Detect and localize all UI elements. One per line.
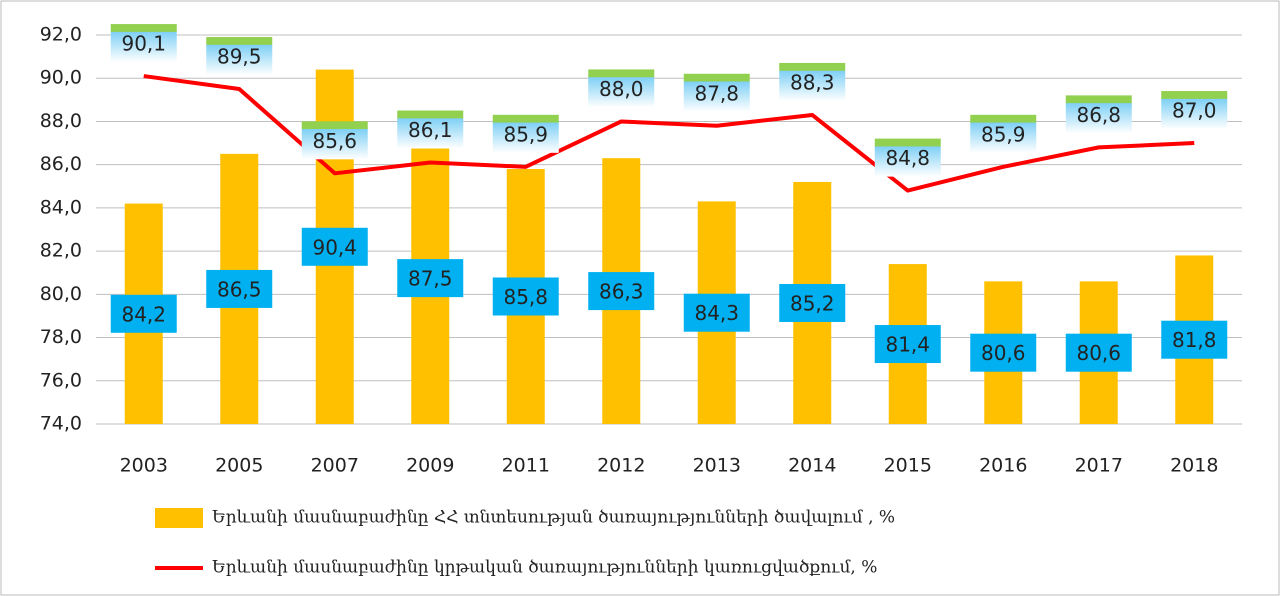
- label-box: [110, 294, 177, 333]
- data-label: 84,3: [694, 301, 739, 325]
- y-tick-label: 88,0: [40, 110, 82, 132]
- label-box: [588, 69, 655, 108]
- data-label: 85,8: [503, 285, 548, 309]
- label-box: [1065, 95, 1132, 134]
- label-box: [970, 114, 1037, 153]
- data-label: 86,3: [599, 280, 644, 304]
- label-box: [588, 272, 655, 311]
- y-tick-label: 74,0: [40, 413, 82, 435]
- data-label: 81,8: [1172, 328, 1217, 352]
- label-box: [1161, 91, 1228, 130]
- x-tick-label: 2012: [597, 455, 645, 477]
- x-tick-label: 2003: [120, 455, 168, 477]
- label-box: [970, 333, 1037, 372]
- y-tick-label: 78,0: [40, 326, 82, 348]
- y-tick-label: 82,0: [40, 240, 82, 262]
- x-tick-label: 2005: [215, 455, 263, 477]
- x-tick-label: 2007: [311, 455, 359, 477]
- label-box: [206, 37, 273, 76]
- legend-label: Երևանի մասնաբաժինը ՀՀ տնտեսության ծառայո…: [212, 508, 895, 528]
- data-label: 85,6: [312, 129, 357, 153]
- label-box: [779, 283, 846, 322]
- y-tick-label: 84,0: [40, 196, 82, 218]
- data-label: 85,2: [790, 291, 835, 315]
- data-label: 86,5: [217, 277, 262, 301]
- label-box: [206, 269, 273, 308]
- data-label: 86,1: [408, 118, 453, 142]
- label-box: [397, 259, 464, 298]
- data-label: 88,3: [790, 70, 835, 94]
- label-box: [301, 227, 368, 266]
- y-tick-label: 90,0: [40, 67, 82, 89]
- label-box: [492, 114, 559, 153]
- data-label: 81,4: [885, 333, 930, 357]
- label-box: [874, 325, 941, 364]
- x-tick-label: 2014: [788, 455, 836, 477]
- label-box: [874, 138, 941, 177]
- data-label: 80,6: [1076, 341, 1121, 365]
- data-label: 85,9: [503, 122, 548, 146]
- legend-swatch: [155, 508, 203, 528]
- label-box: [492, 277, 559, 316]
- data-label: 86,8: [1076, 103, 1121, 127]
- x-tick-label: 2015: [884, 455, 932, 477]
- label-box: [683, 293, 750, 332]
- data-label: 88,0: [599, 77, 644, 101]
- label-box: [301, 121, 368, 160]
- y-tick-label: 80,0: [40, 283, 82, 305]
- label-box: [683, 73, 750, 112]
- y-tick-label: 76,0: [40, 369, 82, 391]
- data-label: 90,4: [312, 235, 357, 259]
- data-label: 85,9: [981, 122, 1026, 146]
- x-tick-label: 2018: [1170, 455, 1218, 477]
- label-box: [110, 24, 177, 63]
- x-tick-label: 2011: [502, 455, 550, 477]
- data-label: 84,2: [121, 302, 166, 326]
- x-tick-label: 2013: [693, 455, 741, 477]
- label-box: [1161, 320, 1228, 359]
- label-box: [1065, 333, 1132, 372]
- data-label: 87,0: [1172, 99, 1217, 123]
- data-label: 80,6: [981, 341, 1026, 365]
- x-tick-label: 2009: [406, 455, 454, 477]
- y-tick-label: 92,0: [40, 24, 82, 46]
- label-box: [779, 62, 846, 101]
- x-tick-label: 2016: [979, 455, 1027, 477]
- legend-label: Երևանի մասնաբաժինը կրթական ծառայությունն…: [212, 558, 877, 578]
- data-label: 84,8: [885, 146, 930, 170]
- x-tick-label: 2017: [1075, 455, 1123, 477]
- data-label: 87,5: [408, 267, 453, 291]
- data-label: 89,5: [217, 45, 262, 69]
- y-tick-label: 86,0: [40, 153, 82, 175]
- label-box: [397, 110, 464, 149]
- data-label: 90,1: [121, 32, 166, 56]
- data-label: 87,8: [694, 81, 739, 105]
